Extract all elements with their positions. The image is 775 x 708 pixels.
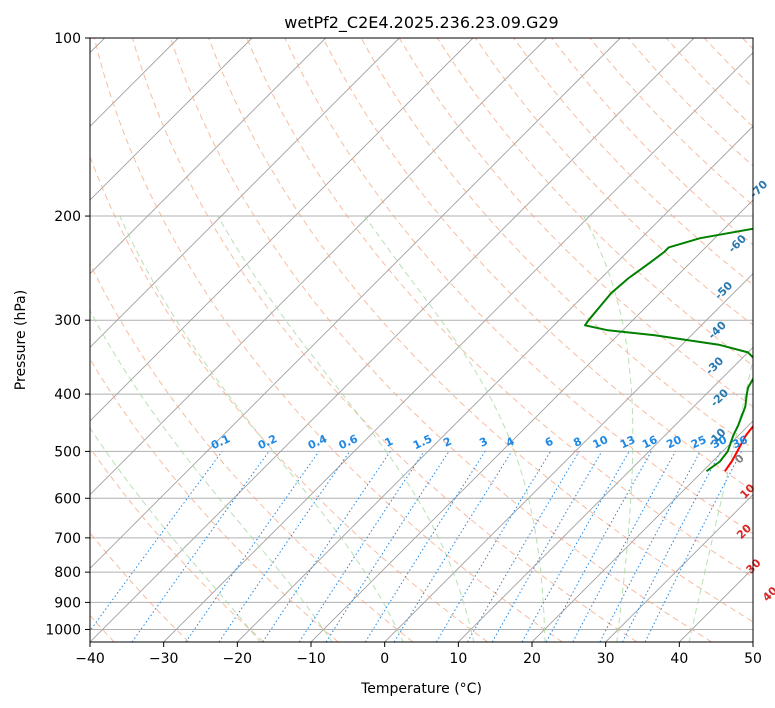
axes-layer: −40 −30 −20 −10 0 10 20 30 40 50 100 200 300 400 500 60… — [45, 31, 762, 667]
x-tick-label: 10 — [449, 651, 467, 667]
isotherm-line — [90, 38, 547, 496]
x-tick-label: −10 — [296, 651, 326, 667]
dry-adiabat-line — [170, 38, 712, 642]
isotherm-line — [605, 494, 753, 642]
x-tick-label: 40 — [670, 651, 688, 667]
plot-frame — [89, 37, 754, 643]
moist-adiabat-line — [90, 309, 333, 642]
dry-adiabat-line — [90, 358, 339, 642]
y-axis-label: Pressure (hPa) — [13, 290, 29, 390]
dry-adiabat-line — [131, 38, 638, 642]
mixing-ratio-line — [90, 451, 223, 632]
dewpoint-profile-line — [584, 227, 753, 473]
mixing-ratio-line — [521, 451, 630, 642]
dry-adiabat-line — [90, 262, 414, 642]
moist-adiabat-line — [119, 215, 404, 642]
x-tick-label: 0 — [380, 651, 389, 667]
y-tick-label: 500 — [54, 444, 81, 460]
mixing-ratio-label: 16 — [640, 433, 660, 451]
grid-layer — [90, 38, 753, 642]
y-tick-label: 1000 — [45, 622, 81, 638]
y-tick-label: 300 — [54, 313, 81, 329]
mixing-ratio-label: 13 — [618, 433, 637, 451]
isotherm-line — [458, 346, 753, 642]
x-axis-label: Temperature (°C) — [360, 681, 482, 697]
isotherm-line — [90, 38, 474, 422]
dry-adiabat-line — [208, 38, 753, 623]
mixing-ratio-label: 30 — [710, 433, 730, 451]
mixing-ratio-line — [325, 451, 450, 642]
mixing-ratio-line — [572, 451, 676, 642]
moist-adiabat-line — [90, 427, 261, 642]
mixing-ratio-line — [185, 451, 320, 642]
mixing-ratio-line — [644, 451, 742, 642]
isotherm-line — [90, 38, 326, 275]
dry-adiabat-line — [93, 38, 563, 642]
mixing-ratio-line — [298, 451, 425, 642]
x-tick-label: 20 — [523, 651, 541, 667]
x-tick-label: 50 — [744, 651, 762, 667]
dry-adiabat-line — [475, 38, 753, 326]
dry-adiabat-line — [284, 38, 753, 535]
mixing-ratio-line — [218, 451, 351, 642]
isotherm-line — [163, 52, 753, 642]
isoline-value-label: -80 — [771, 128, 775, 151]
mixing-ratio-line — [131, 451, 270, 642]
moist-adiabat-line — [217, 215, 475, 642]
mixing-ratio-line — [262, 451, 391, 642]
mixing-ratio-label: 10 — [591, 433, 611, 451]
background-lines-layer — [90, 38, 753, 642]
y-tick-label: 200 — [54, 209, 81, 225]
chart-title: wetPf2_C2E4.2025.236.23.09.G29 — [284, 13, 558, 33]
mixing-ratio-line — [393, 451, 513, 642]
mixing-ratio-label: 36 — [730, 433, 750, 451]
moist-adiabat-line — [583, 215, 634, 642]
y-tick-label: 600 — [54, 491, 81, 507]
x-tick-label: −30 — [149, 651, 179, 667]
x-tick-label: −20 — [223, 651, 253, 667]
dry-adiabat-line — [322, 38, 753, 492]
x-tick-label: 30 — [597, 651, 615, 667]
dry-adiabat-line — [90, 446, 264, 642]
y-tick-label: 400 — [54, 387, 81, 403]
x-tick-label: −40 — [75, 651, 105, 667]
y-tick-label: 800 — [54, 565, 81, 581]
isotherm-line — [90, 38, 695, 642]
isotherm-line — [90, 38, 621, 569]
isotherm-line — [237, 125, 753, 642]
isotherm-line — [90, 38, 400, 348]
dry-adiabat-line — [246, 38, 753, 578]
isotherm-line — [531, 420, 753, 642]
moist-adiabat-line — [364, 215, 546, 642]
mixing-ratio-label: 20 — [664, 433, 684, 451]
dry-adiabat-line — [513, 38, 753, 286]
y-tick-label: 900 — [54, 595, 81, 611]
mixing-ratio-line — [545, 451, 652, 642]
mixing-ratio-label: 25 — [689, 433, 708, 451]
isotherm-line — [90, 38, 253, 201]
y-tick-label: 100 — [54, 31, 81, 47]
y-tick-label: 700 — [54, 531, 81, 547]
series-layer — [584, 227, 753, 473]
